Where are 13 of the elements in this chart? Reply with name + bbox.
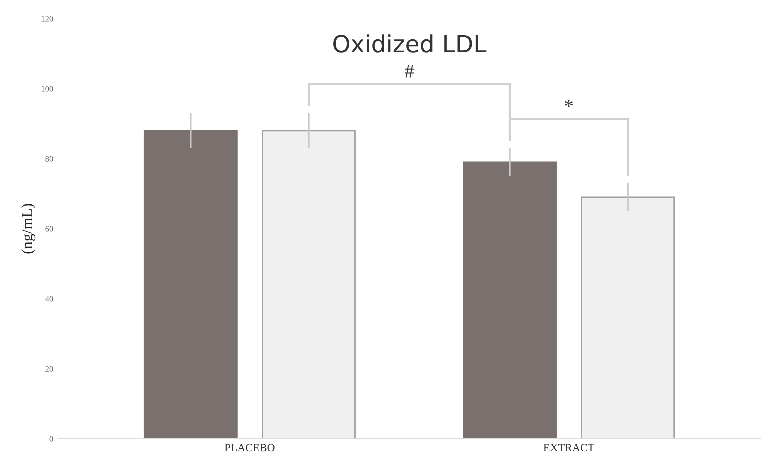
y-tick-label: 40: [45, 296, 54, 302]
y-tick-label: 100: [42, 86, 54, 92]
x-tick-label: PLACEBO: [224, 444, 275, 452]
y-tick-label: 20: [46, 366, 54, 372]
x-tick-label: EXTRACT: [544, 444, 594, 452]
y-axis-title: (ng/mL): [22, 204, 36, 254]
annotation: *: [565, 100, 573, 108]
annotation: #: [404, 65, 414, 78]
y-tick-label: 80: [46, 156, 54, 162]
y-tick-label: 0: [50, 436, 54, 442]
y-tick-label: 120: [42, 16, 54, 22]
text: Oxidized LDL: [334, 34, 487, 53]
y-tick-label: 60: [46, 226, 54, 232]
